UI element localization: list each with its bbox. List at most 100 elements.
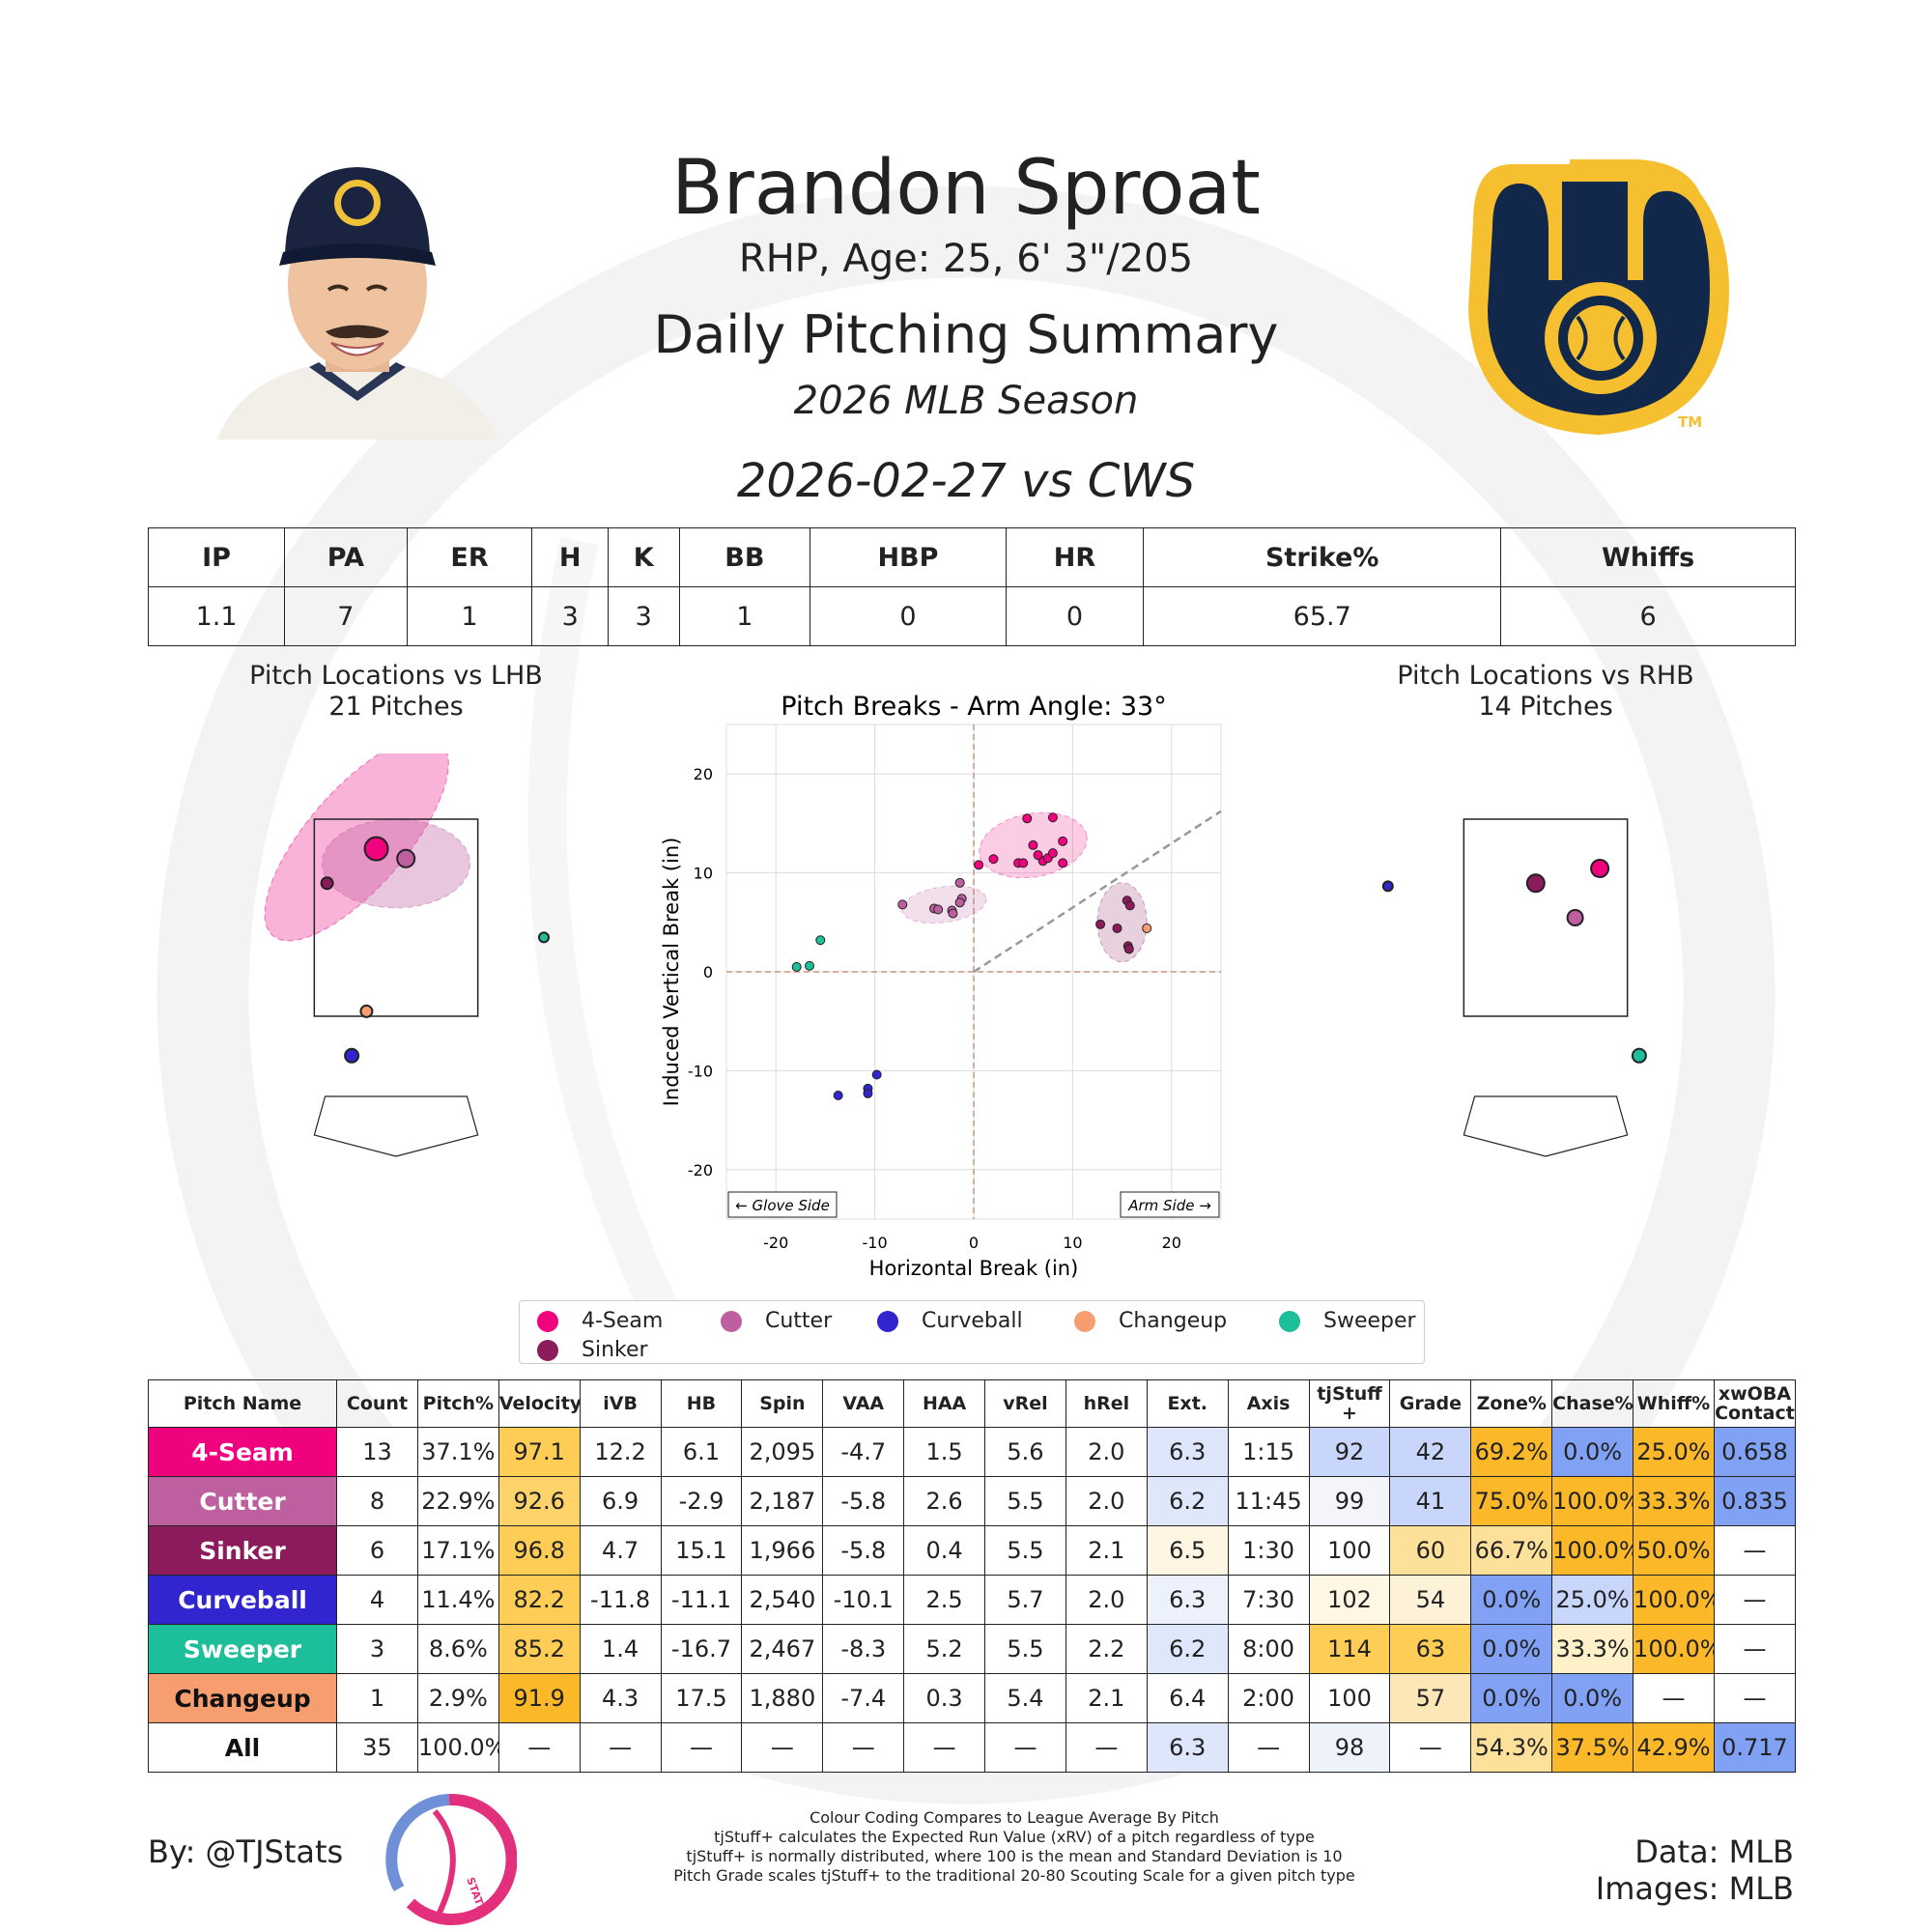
pitch-metric-cell: 82.2 (497, 1575, 581, 1625)
pitch-metric-cell: 66.7% (1470, 1525, 1553, 1576)
pitch-metric-cell: 4.3 (579, 1673, 662, 1723)
pitch-table-row: Cutter 8 22.9% 92.6 6.9 -2.9 2,187 -5.8 2.6 5.5 2.… (147, 1476, 1797, 1526)
pitch-metric-cell: 5.5 (984, 1624, 1066, 1674)
pitch-table-header: vRel (984, 1379, 1066, 1428)
break-point (1142, 923, 1152, 933)
pitch-metric-cell: 100.0% (1633, 1575, 1715, 1625)
pitch-metric-cell: 1 (336, 1673, 418, 1723)
glove-side-label-box (727, 1191, 838, 1218)
pitch-metric-cell: 8:00 (1227, 1624, 1310, 1674)
break-point (863, 1088, 873, 1098)
stat-value: 6 (1500, 586, 1796, 646)
legend-item: Sinker (537, 1338, 648, 1362)
lhb-location-plot (264, 753, 550, 1157)
pitch-cluster-ellipse (1096, 882, 1148, 963)
break-point (805, 960, 815, 971)
pitch-metric-cell: 0.717 (1713, 1722, 1797, 1773)
break-point (948, 908, 958, 919)
pitch-name-cell: Changeup (147, 1673, 338, 1723)
pitch-metric-cell: 25.0% (1633, 1427, 1715, 1477)
pitch-metric-cell: 2:00 (1227, 1673, 1310, 1723)
pitch-metric-cell: 1,880 (741, 1673, 824, 1723)
pitch-metric-cell: 0.835 (1713, 1476, 1797, 1526)
location-point (1590, 859, 1610, 878)
pitch-metric-cell: -8.3 (822, 1624, 905, 1674)
pitch-metric-cell: 42 (1389, 1427, 1472, 1477)
x-tick-label: 20 (1162, 1234, 1181, 1252)
pitch-metric-cell: -7.4 (822, 1673, 905, 1723)
pitch-metric-cell: 2.2 (1065, 1624, 1148, 1674)
pitch-metric-cell: 0.0% (1470, 1673, 1553, 1723)
break-point (954, 877, 965, 888)
legend-swatch (537, 1310, 558, 1332)
pitch-metric-cell: — (984, 1722, 1066, 1773)
pitch-metric-cell: 57 (1389, 1673, 1472, 1723)
stat-header: BB (678, 527, 811, 587)
pitch-metric-cell: 5.6 (984, 1427, 1066, 1477)
pitch-name-cell: Cutter (147, 1476, 338, 1526)
pitch-metric-cell: 6.3 (1146, 1427, 1229, 1477)
legend-swatch (1074, 1310, 1095, 1332)
pitch-table-header: Chase% (1551, 1379, 1634, 1428)
pitch-metric-cell: 6.2 (1146, 1624, 1229, 1674)
pitch-metric-cell: 60 (1389, 1525, 1472, 1576)
pitch-metric-cell: — (741, 1722, 824, 1773)
pitch-metric-cell: 6.3 (1146, 1722, 1229, 1773)
pitch-metric-cell: 8.6% (416, 1624, 499, 1674)
pitch-metric-cell: 100 (1308, 1525, 1391, 1576)
location-point (1631, 1047, 1647, 1064)
stat-header: Strike% (1143, 527, 1502, 587)
footnote-line: Colour Coding Compares to League Average… (810, 1808, 1219, 1827)
pitch-metric-cell: 54 (1389, 1575, 1472, 1625)
pitch-metric-cell: 4.7 (579, 1525, 662, 1576)
break-point (1124, 900, 1135, 911)
pitch-metric-cell: -4.7 (822, 1427, 905, 1477)
stat-value: 3 (608, 586, 680, 646)
pitch-metric-cell: 8 (336, 1476, 418, 1526)
stat-value: 7 (284, 586, 408, 646)
arm-angle-line (973, 810, 1222, 974)
svg-text:TM: TM (1678, 413, 1702, 431)
break-point (791, 961, 802, 972)
pitch-metric-cell: — (1713, 1624, 1797, 1674)
pitch-table-row: Changeup 1 2.9% 91.9 4.3 17.5 1,880 -7.4 0.3 5.4 2… (147, 1673, 1797, 1723)
stat-value: 1 (678, 586, 811, 646)
break-point (988, 854, 999, 865)
summary-stats-table: IP PA ER H K BB HBP HR Strike% Whiffs 1.1 7 1 3 3 1 0 0 6… (147, 527, 1796, 646)
pitch-table-header: Spin (741, 1379, 824, 1428)
pitch-table-header: Whiff% (1633, 1379, 1715, 1428)
arm-side-label-box (1120, 1191, 1220, 1218)
legend-label: 4-Seam (582, 1309, 664, 1333)
pitch-metric-cell: 0.658 (1713, 1427, 1797, 1477)
strike-zone (1463, 818, 1629, 1017)
data-source: Data: MLB Images: MLB (1596, 1833, 1794, 1907)
location-point (538, 931, 550, 944)
pitch-metric-cell: 37.1% (416, 1427, 499, 1477)
location-point (396, 848, 416, 868)
pitch-metric-cell: 1:15 (1227, 1427, 1310, 1477)
stat-header: IP (147, 527, 286, 587)
pitch-metric-cell: 69.2% (1470, 1427, 1553, 1477)
stat-value: 0 (1005, 586, 1145, 646)
pitch-break-plot: Pitch Breaks - Arm Angle: 33° -20 -10 0 10 20… (660, 692, 1222, 1280)
pitch-metric-cell: 42.9% (1633, 1722, 1715, 1773)
pitch-metric-cell: 91.9 (497, 1673, 581, 1723)
x-tick-label: 10 (1063, 1234, 1082, 1252)
pitch-metric-cell: — (1227, 1722, 1310, 1773)
rhb-plot-title: Pitch Locations vs RHB 14 Pitches (1352, 661, 1739, 723)
y-tick-label: -20 (688, 1161, 713, 1179)
pitch-metric-cell: 11.4% (416, 1575, 499, 1625)
pitch-table-row: Curveball 4 11.4% 82.2 -11.8 -11.1 2,540 -10.1 2… (147, 1575, 1797, 1625)
pitch-metric-cell: — (1713, 1673, 1797, 1723)
pitch-metric-cell: — (1065, 1722, 1148, 1773)
stat-value: 3 (531, 586, 609, 646)
pitch-table-header: tjStuff + (1308, 1379, 1391, 1428)
pitch-table-header: Axis (1227, 1379, 1310, 1428)
pitch-metric-cell: 85.2 (497, 1624, 581, 1674)
pitch-metric-cell: 12.2 (579, 1427, 662, 1477)
pitch-metric-cell: 5.5 (984, 1525, 1066, 1576)
pitch-metric-cell: 100 (1308, 1673, 1391, 1723)
pitch-metric-cell: 92.6 (497, 1476, 581, 1526)
pitch-table-header: Zone% (1470, 1379, 1553, 1428)
pitch-metric-cell: -10.1 (822, 1575, 905, 1625)
